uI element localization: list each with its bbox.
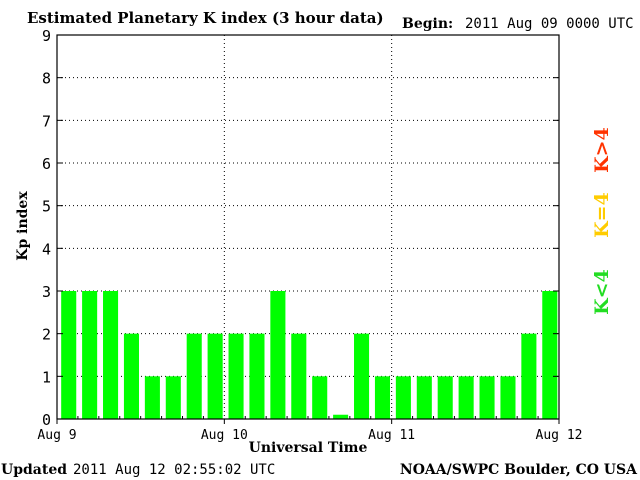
x-axis-label: Universal Time <box>249 440 368 456</box>
kp-bar <box>228 333 244 419</box>
kp-bar <box>354 333 370 419</box>
legend: K<4 K=4 K>4 <box>591 127 613 315</box>
updated-value: 2011 Aug 12 02:55:02 UTC <box>73 462 275 478</box>
kp-bar <box>395 376 411 419</box>
kp-bar <box>103 291 119 419</box>
x-tick-label: Aug 9 <box>37 428 76 443</box>
kp-bar <box>374 376 390 419</box>
y-tick-label: 6 <box>42 155 51 173</box>
y-tick-label: 9 <box>42 27 51 45</box>
kp-bar <box>437 376 453 419</box>
source-credit: NOAA/SWPC Boulder, CO USA <box>400 462 638 478</box>
kp-bar <box>207 333 223 419</box>
begin-value: 2011 Aug 09 0000 UTC <box>465 16 634 32</box>
y-tick-label: 3 <box>42 283 51 301</box>
kp-bar <box>186 333 202 419</box>
y-axis-ticks: 0 1 2 3 4 5 6 7 8 9 <box>42 27 559 429</box>
y-tick-label: 8 <box>42 70 51 88</box>
legend-k-less-4: K<4 <box>591 269 613 315</box>
kp-bar <box>61 291 77 419</box>
legend-k-greater-4: K>4 <box>591 127 613 173</box>
bars <box>61 291 558 419</box>
y-tick-label: 0 <box>42 411 51 429</box>
kp-bar <box>542 291 558 419</box>
y-axis-label: Kp index <box>15 191 31 261</box>
x-tick-label: Aug 10 <box>201 428 248 443</box>
y-tick-label: 2 <box>42 326 51 344</box>
begin-label: Begin: <box>402 16 453 32</box>
updated-label: Updated <box>1 462 67 478</box>
y-tick-label: 1 <box>42 368 51 386</box>
kp-bar <box>123 333 139 419</box>
kp-bar <box>479 376 495 419</box>
y-tick-label: 5 <box>42 198 51 216</box>
kp-bar <box>500 376 516 419</box>
kp-bar <box>165 376 181 419</box>
kp-bar <box>270 291 286 419</box>
kp-bar <box>291 333 307 419</box>
chart-title: Estimated Planetary K index (3 hour data… <box>27 9 384 27</box>
kp-bar <box>458 376 474 419</box>
kp-bar <box>312 376 328 419</box>
kp-bar <box>82 291 98 419</box>
grid-lines <box>57 35 559 419</box>
kp-bar <box>521 333 537 419</box>
kp-bar <box>249 333 265 419</box>
x-tick-label: Aug 11 <box>368 428 415 443</box>
x-axis-ticks: Aug 9 Aug 10 Aug 11 Aug 12 <box>37 416 582 443</box>
y-tick-label: 4 <box>42 240 51 258</box>
kp-bar <box>333 414 349 419</box>
y-tick-label: 7 <box>42 112 51 130</box>
x-tick-label: Aug 12 <box>536 428 583 443</box>
kp-bar <box>416 376 432 419</box>
legend-k-equal-4: K=4 <box>591 192 613 238</box>
kp-bar <box>144 376 160 419</box>
